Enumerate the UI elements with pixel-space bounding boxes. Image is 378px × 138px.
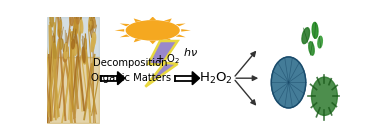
Text: $h\nu$: $h\nu$	[183, 46, 198, 58]
Polygon shape	[164, 18, 172, 22]
Polygon shape	[115, 29, 124, 32]
Polygon shape	[146, 41, 178, 87]
Polygon shape	[176, 23, 186, 26]
Polygon shape	[181, 29, 191, 32]
Polygon shape	[164, 39, 172, 42]
Polygon shape	[192, 72, 200, 85]
Text: H$_2$O$_2$: H$_2$O$_2$	[199, 71, 232, 86]
Text: Decomposition: Decomposition	[93, 58, 168, 68]
Polygon shape	[120, 23, 130, 26]
Polygon shape	[176, 34, 186, 37]
Polygon shape	[118, 72, 125, 85]
Polygon shape	[149, 41, 156, 44]
Circle shape	[126, 21, 179, 40]
Text: Organic Matters: Organic Matters	[91, 73, 171, 83]
Polygon shape	[120, 34, 130, 37]
Polygon shape	[149, 17, 156, 20]
Text: + O$_2$: + O$_2$	[155, 52, 180, 66]
Polygon shape	[134, 18, 141, 22]
Polygon shape	[134, 39, 141, 42]
